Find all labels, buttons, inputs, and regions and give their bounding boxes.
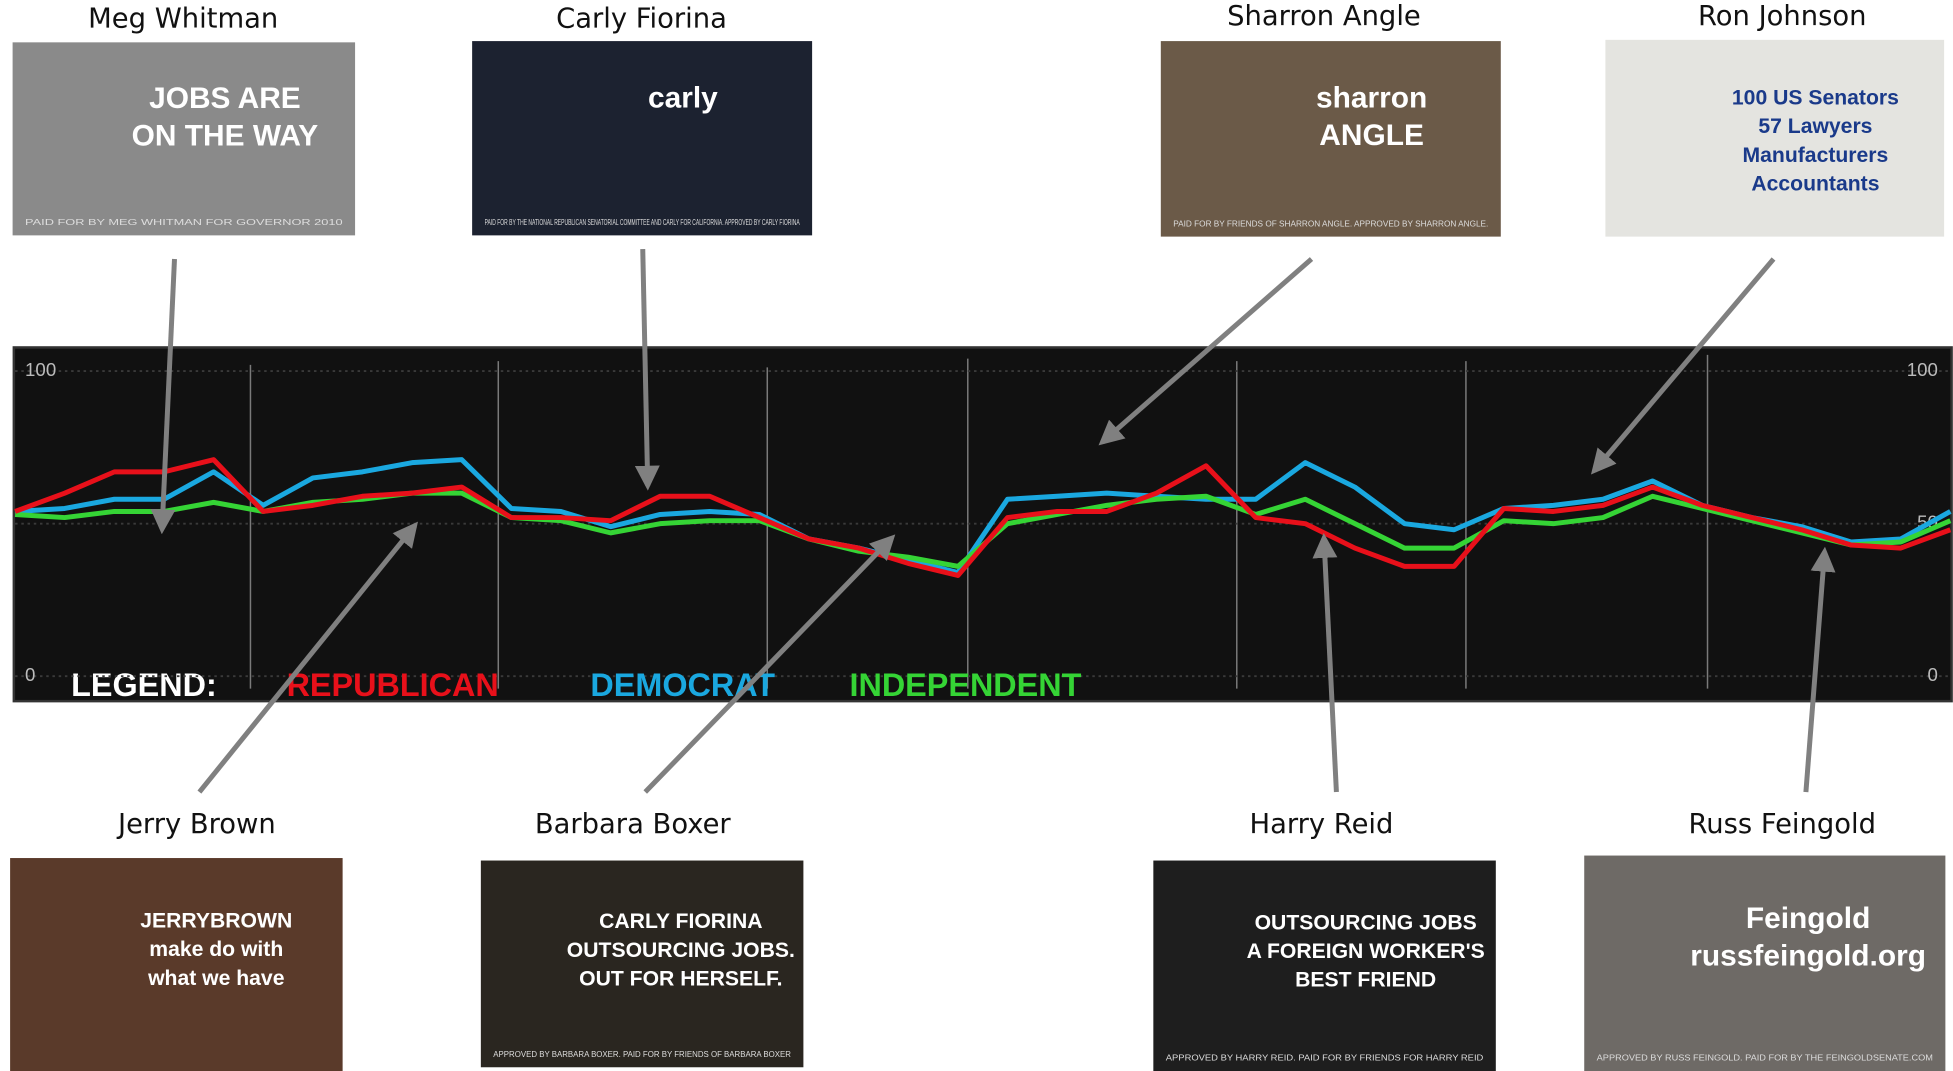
ad-thumbnail [472, 41, 812, 235]
ad-fine-print: PAID FOR BY THE NATIONAL REPUBLICAN SENA… [485, 218, 800, 227]
legend-entry: INDEPENDENT [849, 667, 1081, 703]
ad-caption: 100 US Senators [1732, 86, 1899, 109]
ad-caption: OUT FOR HERSELF. [579, 967, 782, 990]
ad-caption: 57 Lawyers [1758, 115, 1872, 138]
ad-caption: BEST FRIEND [1295, 969, 1436, 992]
y-tick-label-left: 100 [25, 359, 56, 380]
candidate-name: Sharron Angle [1227, 1, 1421, 32]
ad-caption: ON THE WAY [132, 120, 319, 153]
candidate-name: Carly Fiorina [556, 3, 727, 34]
ad-fine-print: PAID FOR BY FRIENDS OF SHARRON ANGLE. AP… [1173, 219, 1488, 228]
candidate-name: Barbara Boxer [535, 809, 732, 840]
candidate-name: Meg Whitman [88, 3, 278, 34]
ad-caption: ANGLE [1319, 119, 1424, 152]
legend-label: LEGEND: [71, 667, 217, 703]
ad-thumbnail [10, 858, 343, 1071]
ad-caption: JOBS ARE [149, 82, 301, 115]
ad-caption: sharron [1316, 82, 1427, 115]
ad-fine-print: PAID FOR BY MEG WHITMAN FOR GOVERNOR 201… [25, 218, 343, 227]
ad-caption: what we have [147, 967, 285, 990]
ad-caption: Manufacturers [1743, 144, 1889, 167]
y-tick-label-left: 0 [25, 664, 35, 685]
ad-caption: carly [648, 81, 718, 114]
legend-entry: REPUBLICAN [287, 667, 499, 703]
ad-fine-print: APPROVED BY RUSS FEINGOLD. PAID FOR BY T… [1597, 1054, 1934, 1063]
ad-caption: Feingold [1746, 902, 1870, 935]
ad-thumbnail [1605, 40, 1944, 237]
candidate-name: Jerry Brown [116, 809, 276, 840]
ad-caption: CARLY FIORINA [599, 910, 762, 933]
ad-thumbnail [1153, 861, 1495, 1071]
candidate-name: Ron Johnson [1698, 1, 1866, 32]
ad-thumbnail [481, 861, 804, 1068]
ad-caption: make do with [149, 938, 283, 961]
candidate-name: Harry Reid [1250, 809, 1394, 840]
chart: LEGEND: 0050100100REPUBLICANDEMOCRATINDE… [0, 0, 1953, 1071]
ad-fine-print: APPROVED BY HARRY REID. PAID FOR BY FRIE… [1166, 1054, 1484, 1063]
y-tick-label-right: 100 [1907, 359, 1938, 380]
ad-caption: russfeingold.org [1690, 939, 1926, 972]
ad-caption: OUTSOURCING JOBS [1255, 911, 1477, 934]
ad-caption: OUTSOURCING JOBS. [567, 939, 795, 962]
ad-caption: Accountants [1751, 172, 1879, 195]
page: {"chart_data": { "type": "line", "ylim":… [0, 0, 1953, 1071]
ad-caption: JERRYBROWN [140, 910, 292, 933]
ad-fine-print: APPROVED BY BARBARA BOXER. PAID FOR BY F… [493, 1050, 791, 1059]
ad-caption: A FOREIGN WORKER'S [1247, 940, 1485, 963]
candidate-name: Russ Feingold [1688, 809, 1876, 840]
y-tick-label-right: 0 [1928, 664, 1938, 685]
